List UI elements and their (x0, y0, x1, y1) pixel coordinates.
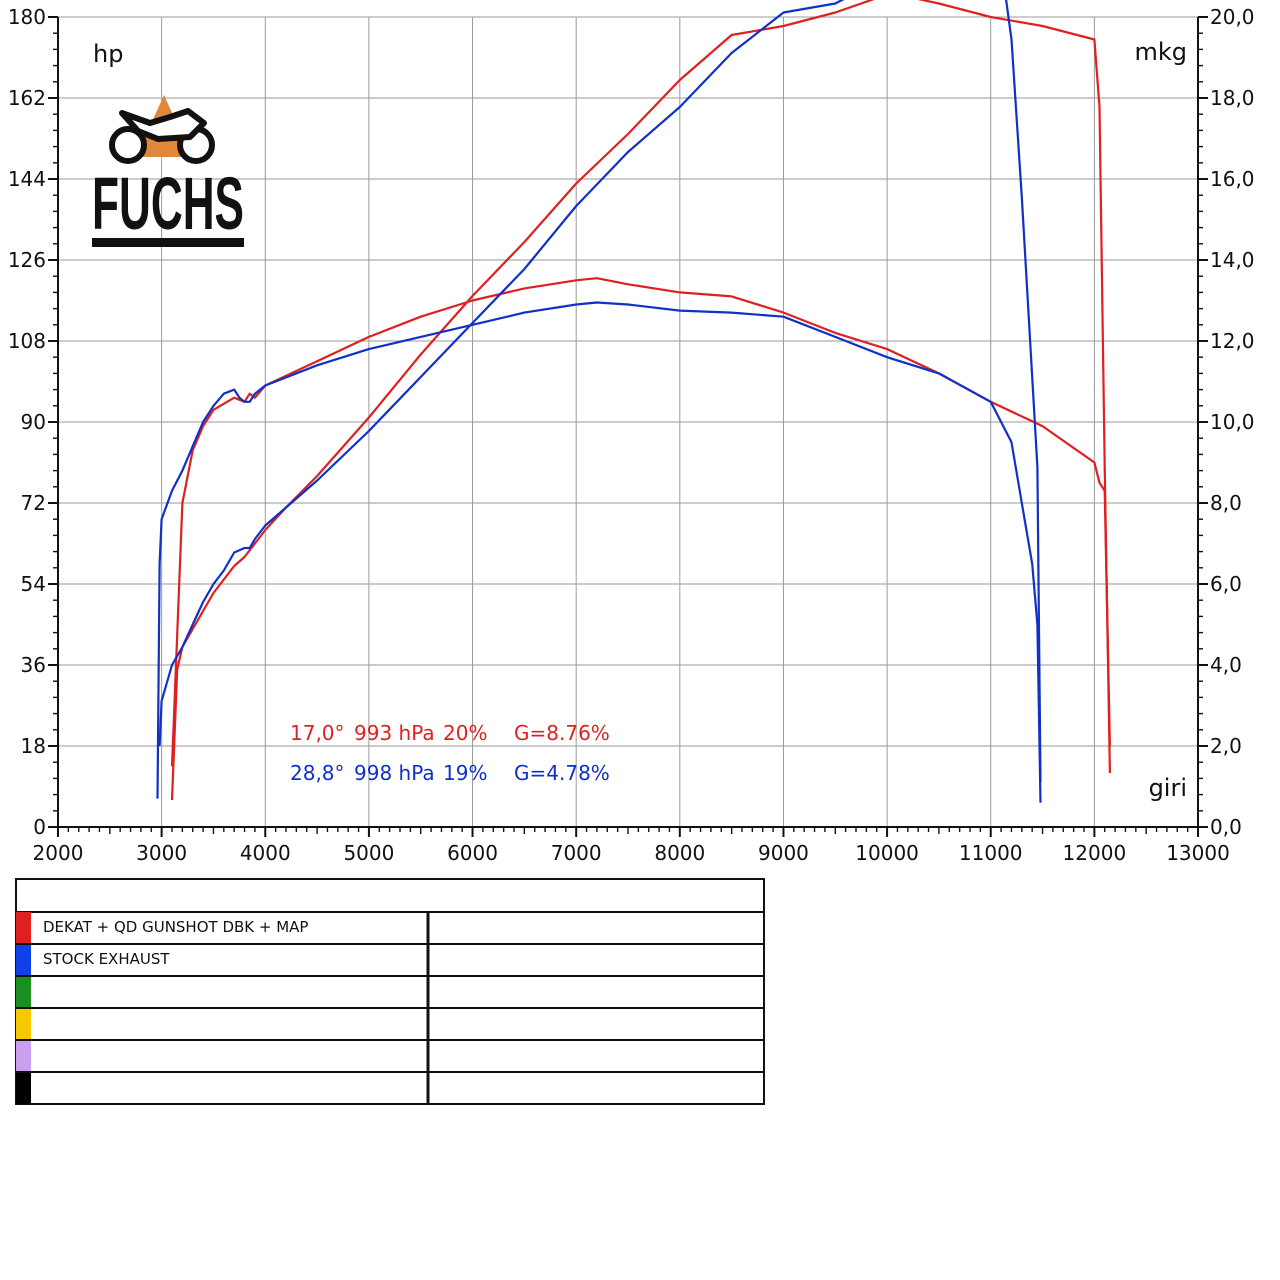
legend-series-label: STOCK EXHAUST (43, 950, 170, 968)
y-left-unit-label: hp (93, 40, 123, 68)
logo-underline (92, 238, 244, 247)
y-right-tick-label: 20,0 (1210, 5, 1255, 29)
cond-red-g: G=8.76% (514, 721, 610, 745)
conditions-blue: 28,8° 998 hPa 19% G=4.78% (290, 761, 610, 785)
y-left-tick-label: 54 (21, 572, 46, 596)
x-tick-label: 4000 (240, 841, 291, 865)
y-right-tick-label: 18,0 (1210, 86, 1255, 110)
y-right-tick-label: 8,0 (1210, 491, 1242, 515)
x-axis-unit-label: giri (1149, 774, 1187, 802)
y-right-tick-label: 6,0 (1210, 572, 1242, 596)
y-left-tick-label: 36 (21, 653, 46, 677)
fuchs-logo: FUCHS (92, 95, 244, 247)
y-right-unit-label: mkg (1134, 38, 1187, 66)
legend-frame (15, 878, 765, 1105)
chart-grid (57, 16, 1199, 828)
y-right-tick-label: 4,0 (1210, 653, 1242, 677)
cond-blue-g: G=4.78% (514, 761, 610, 785)
legend-color-swatch (16, 944, 31, 976)
legend-color-swatch (16, 976, 31, 1008)
x-tick-label: 5000 (343, 841, 394, 865)
legend-table: DEKAT + QD GUNSHOT DBK + MAP STOCK EXHAUS… (15, 878, 765, 1105)
chart-ticks: 2000 3000 4000 5000 6000 7000 8000 9000 10000 110… (8, 5, 1255, 865)
chart-curves (156, 0, 1111, 803)
y-left-tick-label: 18 (21, 734, 46, 758)
power-curve-red (170, 0, 1111, 801)
y-left-tick-label: 180 (8, 5, 46, 29)
y-left-tick-label: 0 (33, 815, 46, 839)
motorcycle-icon (109, 108, 215, 164)
x-tick-label: 13000 (1166, 841, 1230, 865)
cond-red-temp: 17,0° (290, 721, 345, 745)
power-curve-blue (158, 0, 1042, 783)
y-right-tick-label: 16,0 (1210, 167, 1255, 191)
x-tick-label: 12000 (1063, 841, 1127, 865)
y-left-tick-label: 126 (8, 248, 46, 272)
y-right-tick-label: 12,0 (1210, 329, 1255, 353)
x-tick-label: 10000 (855, 841, 919, 865)
legend-series-label: DEKAT + QD GUNSHOT DBK + MAP (43, 918, 308, 936)
legend-color-swatch (16, 1040, 31, 1072)
cond-blue-temp: 28,8° (290, 761, 345, 785)
conditions-red: 17,0° 993 hPa 20% G=8.76% (290, 721, 610, 745)
x-tick-label: 6000 (447, 841, 498, 865)
legend-color-swatch (16, 1072, 31, 1104)
y-left-tick-label: 72 (21, 491, 46, 515)
y-right-tick-label: 2,0 (1210, 734, 1242, 758)
legend-color-swatch (16, 912, 31, 944)
x-tick-label: 2000 (33, 841, 84, 865)
legend-color-swatch (16, 1008, 31, 1040)
cond-blue-humidity: 19% (443, 761, 487, 785)
cond-red-pressure: 993 hPa (354, 721, 435, 745)
y-left-tick-label: 162 (8, 86, 46, 110)
x-tick-label: 8000 (654, 841, 705, 865)
x-tick-label: 3000 (136, 841, 187, 865)
y-left-tick-label: 90 (21, 410, 46, 434)
logo-text: FUCHS (92, 162, 244, 245)
y-right-tick-label: 0,0 (1210, 815, 1242, 839)
torque-curve-red (170, 277, 1111, 767)
y-left-tick-label: 108 (8, 329, 46, 353)
y-right-tick-label: 10,0 (1210, 410, 1255, 434)
x-tick-label: 7000 (551, 841, 602, 865)
torque-curve-blue (156, 301, 1042, 803)
x-tick-label: 9000 (758, 841, 809, 865)
y-right-tick-label: 14,0 (1210, 248, 1255, 272)
cond-blue-pressure: 998 hPa (354, 761, 435, 785)
cond-red-humidity: 20% (443, 721, 487, 745)
x-tick-label: 11000 (959, 841, 1023, 865)
y-left-tick-label: 144 (8, 167, 46, 191)
